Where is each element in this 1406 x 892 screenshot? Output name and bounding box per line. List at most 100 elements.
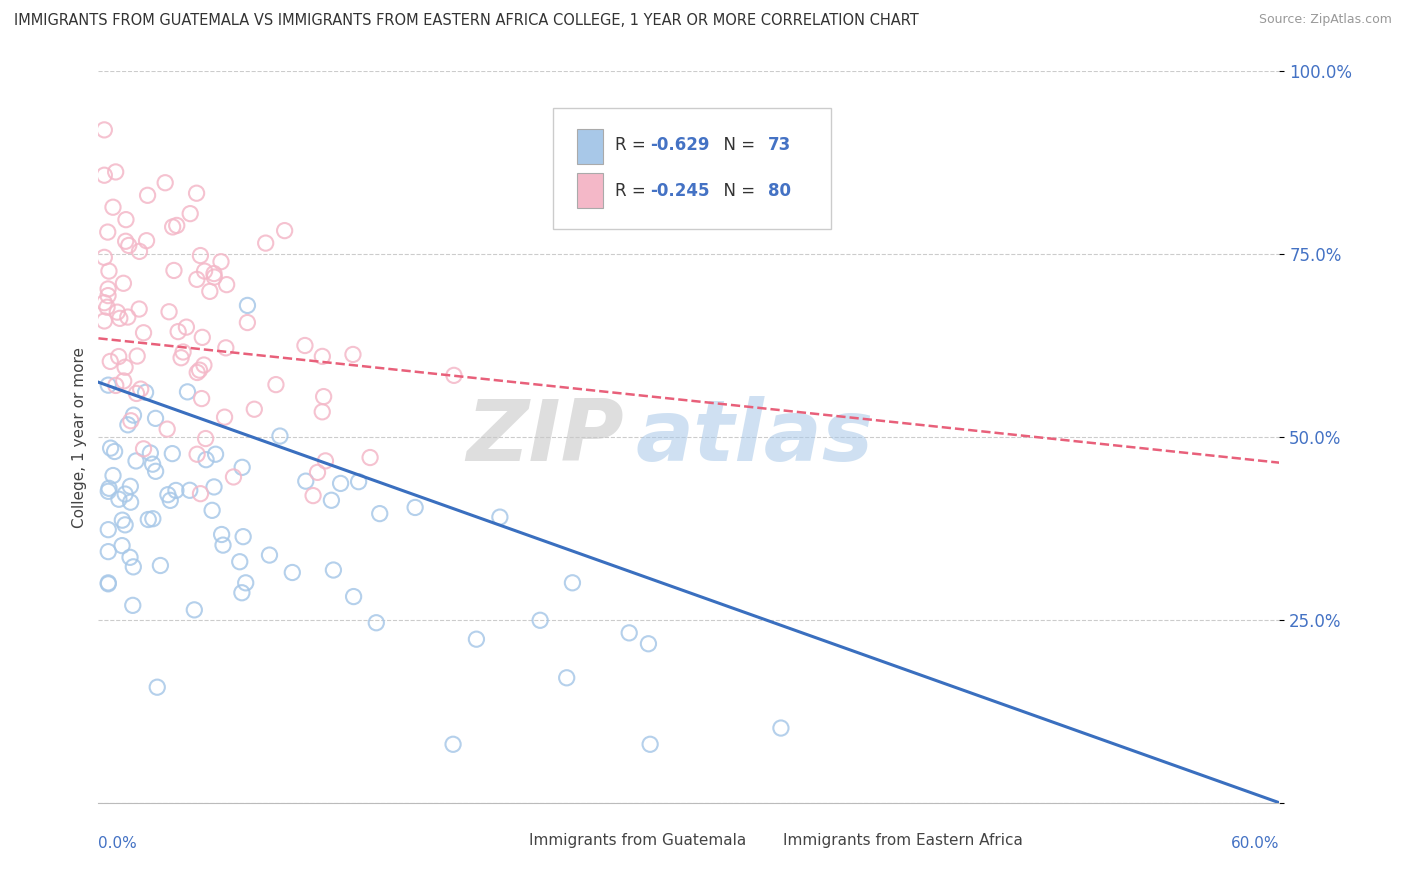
Point xyxy=(489,510,512,524)
Point xyxy=(125,386,148,401)
Text: -0.245: -0.245 xyxy=(650,182,710,200)
Point xyxy=(329,476,352,491)
Point xyxy=(120,414,142,428)
Text: Immigrants from Eastern Africa: Immigrants from Eastern Africa xyxy=(783,833,1024,848)
Point xyxy=(97,282,120,296)
Point xyxy=(149,558,172,573)
Point xyxy=(97,544,120,558)
Point xyxy=(188,363,211,377)
Point xyxy=(254,236,277,251)
Point xyxy=(93,295,115,310)
Point xyxy=(211,527,233,541)
Point xyxy=(312,390,335,404)
Point xyxy=(236,316,259,330)
Text: Source: ZipAtlas.com: Source: ZipAtlas.com xyxy=(1258,13,1392,27)
Point xyxy=(101,200,124,214)
Point xyxy=(179,206,201,220)
Point xyxy=(172,345,194,359)
Text: 0.0%: 0.0% xyxy=(98,836,138,851)
Point xyxy=(122,559,145,574)
Point xyxy=(231,460,253,475)
Point xyxy=(215,277,238,292)
Point xyxy=(93,314,115,328)
Point xyxy=(101,468,124,483)
Point xyxy=(404,500,426,515)
Point xyxy=(321,493,343,508)
Point xyxy=(214,410,236,425)
Point xyxy=(112,277,135,291)
Point xyxy=(209,254,232,268)
Point xyxy=(443,368,465,383)
Point xyxy=(281,566,304,580)
Point xyxy=(120,495,142,509)
Point xyxy=(176,320,198,334)
Point xyxy=(93,251,115,265)
Point xyxy=(201,503,224,517)
Point xyxy=(273,224,295,238)
Point xyxy=(186,186,208,201)
Point xyxy=(231,586,253,600)
Point xyxy=(97,575,120,590)
Point xyxy=(342,347,364,361)
Point xyxy=(204,447,226,461)
Point xyxy=(190,392,212,406)
Point xyxy=(347,475,370,489)
Point xyxy=(212,538,235,552)
Text: IMMIGRANTS FROM GUATEMALA VS IMMIGRANTS FROM EASTERN AFRICA COLLEGE, 1 YEAR OR M: IMMIGRANTS FROM GUATEMALA VS IMMIGRANTS … xyxy=(14,13,918,29)
Point xyxy=(118,238,141,252)
Point xyxy=(104,165,127,179)
Y-axis label: College, 1 year or more: College, 1 year or more xyxy=(72,347,87,527)
Point xyxy=(128,244,150,259)
Point xyxy=(114,517,136,532)
Point xyxy=(108,492,131,507)
Point xyxy=(359,450,381,465)
Point xyxy=(202,267,225,281)
Point xyxy=(156,422,179,436)
FancyBboxPatch shape xyxy=(553,108,831,228)
Point xyxy=(170,351,193,365)
Point xyxy=(122,408,145,422)
Point xyxy=(307,466,329,480)
Point xyxy=(118,550,141,565)
Point xyxy=(112,374,135,388)
Point xyxy=(129,382,152,396)
Point xyxy=(311,350,333,364)
Point xyxy=(145,464,167,478)
Point xyxy=(637,637,659,651)
Point xyxy=(153,176,176,190)
Point xyxy=(322,563,344,577)
Point xyxy=(117,417,139,432)
Point xyxy=(193,358,215,372)
Point xyxy=(114,487,136,501)
Point xyxy=(236,298,259,312)
Point xyxy=(139,446,162,460)
Point xyxy=(100,441,122,455)
Point xyxy=(105,305,128,319)
Point xyxy=(98,481,121,495)
Point xyxy=(97,523,120,537)
Point xyxy=(302,489,325,503)
Bar xyxy=(488,830,522,852)
Point xyxy=(128,301,150,316)
Point xyxy=(229,555,252,569)
Point xyxy=(366,615,388,630)
Point xyxy=(186,366,208,380)
Point xyxy=(93,123,115,137)
Point xyxy=(159,493,181,508)
Point xyxy=(194,264,217,278)
Point xyxy=(157,305,180,319)
Point xyxy=(166,219,188,233)
Point xyxy=(176,384,198,399)
Point xyxy=(135,385,157,400)
Point xyxy=(555,671,578,685)
Point xyxy=(108,311,131,326)
Point xyxy=(120,479,142,493)
Point xyxy=(114,360,136,375)
Point xyxy=(163,263,186,277)
Text: 73: 73 xyxy=(768,136,792,154)
Point xyxy=(136,512,159,526)
Point xyxy=(186,447,208,461)
Point xyxy=(222,470,245,484)
Point xyxy=(294,338,316,352)
Text: Immigrants from Guatemala: Immigrants from Guatemala xyxy=(530,833,747,848)
